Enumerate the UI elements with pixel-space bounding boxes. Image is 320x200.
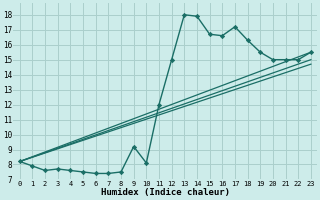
X-axis label: Humidex (Indice chaleur): Humidex (Indice chaleur): [101, 188, 230, 197]
